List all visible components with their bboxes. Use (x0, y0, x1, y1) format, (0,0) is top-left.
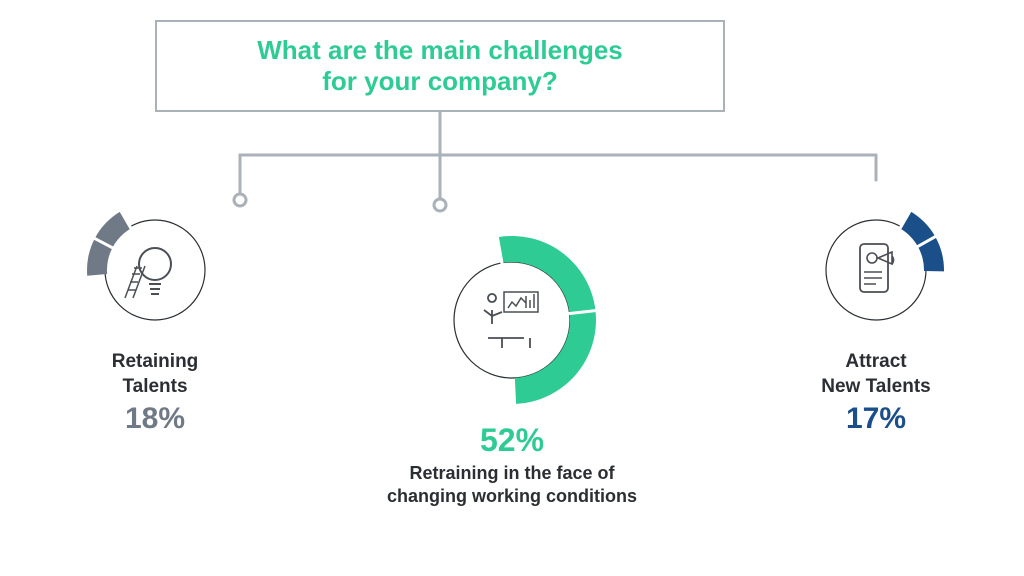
label-retain-line2: Talents (55, 375, 255, 400)
label-attract-line1: Attract (776, 350, 976, 375)
label-retrain: 52% Retraining in the face of changing w… (352, 420, 672, 508)
percent-retain: 18% (55, 399, 255, 438)
donut-retrain (422, 230, 602, 410)
label-attract: Attract New Talents 17% (776, 350, 976, 438)
title-line-1: What are the main challenges (257, 35, 623, 65)
label-retrain-line2: changing working conditions (352, 485, 672, 508)
label-retain: Retaining Talents 18% (55, 350, 255, 438)
donut-attract-chart (802, 196, 950, 344)
infographic-canvas: What are the main challenges for your co… (0, 0, 1024, 576)
label-attract-line2: New Talents (776, 375, 976, 400)
donut-attract (802, 196, 950, 344)
donut-retain (81, 196, 229, 344)
title-text: What are the main challenges for your co… (257, 35, 623, 97)
donut-retrain-chart (422, 230, 602, 410)
donut-retain-chart (81, 196, 229, 344)
title-line-2: for your company? (322, 66, 557, 96)
label-retrain-line1: Retraining in the face of (352, 462, 672, 485)
label-retain-line1: Retaining (55, 350, 255, 375)
percent-retrain: 52% (352, 420, 672, 462)
percent-attract: 17% (776, 399, 976, 438)
title-box: What are the main challenges for your co… (155, 20, 725, 112)
